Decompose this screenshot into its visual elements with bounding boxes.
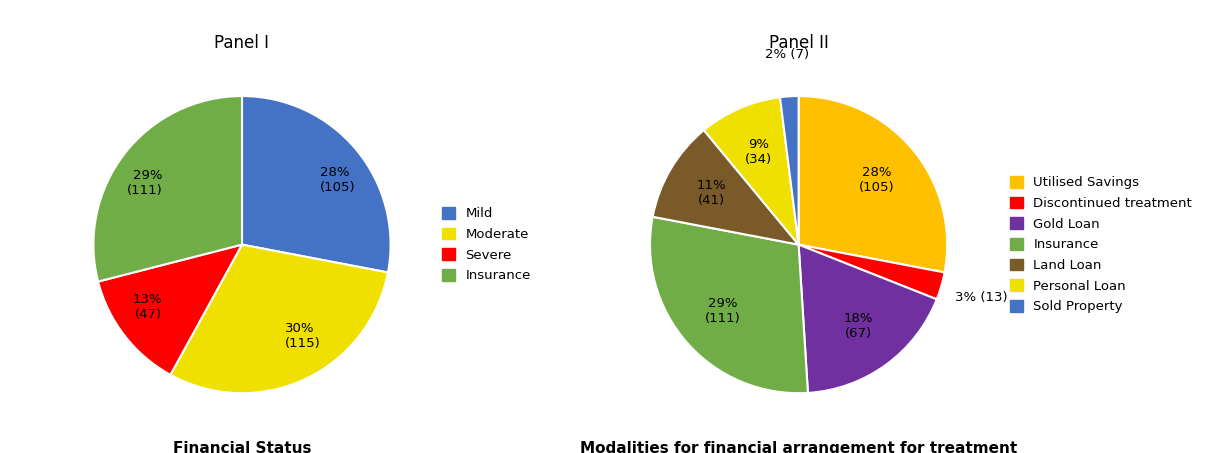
Wedge shape	[93, 96, 242, 282]
Wedge shape	[799, 245, 937, 393]
Text: 30%
(115): 30% (115)	[286, 322, 321, 350]
Text: 28%
(105): 28% (105)	[859, 166, 894, 194]
Legend: Mild, Moderate, Severe, Insurance: Mild, Moderate, Severe, Insurance	[442, 207, 531, 282]
Text: 11%
(41): 11% (41)	[697, 179, 726, 207]
Wedge shape	[799, 245, 945, 299]
Legend: Utilised Savings, Discontinued treatment, Gold Loan, Insurance, Land Loan, Perso: Utilised Savings, Discontinued treatment…	[1009, 176, 1192, 313]
Title: Panel II: Panel II	[768, 34, 829, 52]
Wedge shape	[652, 130, 799, 245]
Text: 2% (7): 2% (7)	[765, 48, 808, 61]
X-axis label: Modalities for financial arrangement for treatment: Modalities for financial arrangement for…	[580, 442, 1018, 453]
Text: 13%
(47): 13% (47)	[133, 293, 162, 321]
Text: 18%
(67): 18% (67)	[843, 313, 872, 340]
Title: Panel I: Panel I	[214, 34, 270, 52]
Text: 29%
(111): 29% (111)	[705, 298, 741, 325]
Wedge shape	[704, 97, 799, 245]
Text: 3% (13): 3% (13)	[955, 291, 1008, 304]
Text: 9%
(34): 9% (34)	[745, 138, 772, 166]
Wedge shape	[171, 245, 388, 393]
Wedge shape	[98, 245, 242, 375]
Wedge shape	[650, 217, 808, 393]
Wedge shape	[242, 96, 391, 272]
Wedge shape	[799, 96, 947, 272]
Wedge shape	[780, 96, 799, 245]
Text: 28%
(105): 28% (105)	[319, 166, 356, 194]
Text: 29%
(111): 29% (111)	[126, 169, 162, 197]
X-axis label: Financial Status: Financial Status	[173, 442, 311, 453]
